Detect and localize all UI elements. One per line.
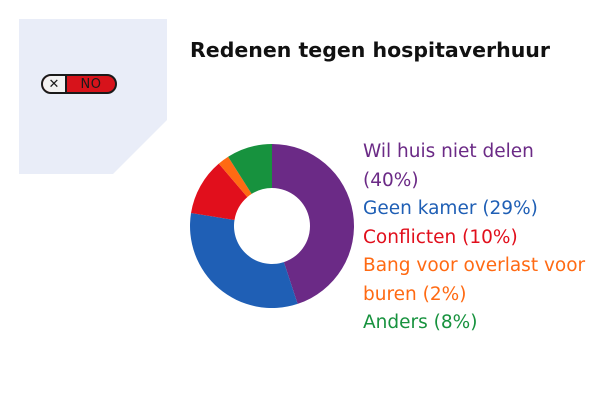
- toggle-label: NO: [80, 76, 102, 92]
- chart-legend: Wil huis niet delen (40%) Geen kamer (29%…: [363, 138, 593, 338]
- legend-item-0: Wil huis niet delen (40%): [363, 141, 534, 191]
- decorative-panel-shape: [19, 19, 167, 174]
- donut-slice-0: [272, 144, 354, 304]
- donut-slice-2: [191, 163, 248, 220]
- donut-chart: [190, 144, 354, 308]
- chart-title: Redenen tegen hospitaverhuur: [190, 38, 550, 62]
- legend-item-4: Anders (8%): [363, 312, 478, 333]
- donut-slice-1: [190, 213, 298, 308]
- donut-slice-3: [218, 156, 252, 198]
- legend-item-3: Bang voor overlast voor buren (2%): [363, 255, 586, 305]
- no-toggle[interactable]: ✕ NO: [41, 74, 117, 94]
- decorative-panel: [19, 19, 167, 174]
- legend-item-2: Conflicten (10%): [363, 226, 518, 248]
- legend-item-1: Geen kamer (29%): [363, 198, 538, 219]
- donut-slice-4: [228, 144, 272, 194]
- close-icon: ✕: [43, 76, 67, 92]
